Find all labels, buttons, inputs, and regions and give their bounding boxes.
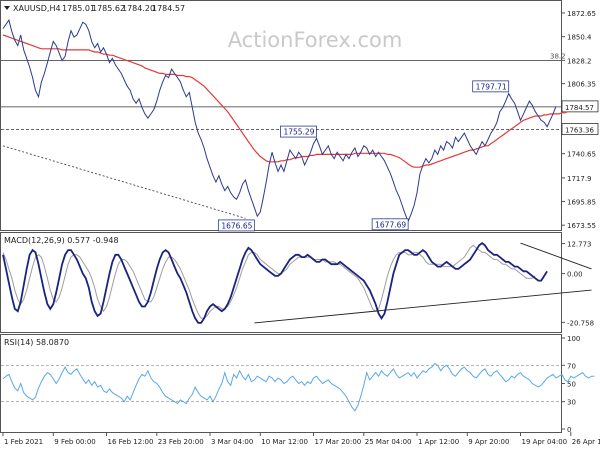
rsi-series xyxy=(1,362,595,412)
price-annotation-label: 1755.29 xyxy=(283,128,314,137)
last-price-label: 1784.57 xyxy=(565,104,594,112)
rsi-label: RSI(14) 58.0870 xyxy=(4,338,69,347)
x-tick-label: 9 Apr 20:00 xyxy=(468,438,509,446)
x-tick-label: 19 Apr 04:00 xyxy=(522,438,568,446)
rsi-tick-label: 50 xyxy=(567,381,576,389)
price-annotation-label: 1797.71 xyxy=(476,82,507,91)
price-tick-label: 1850.4 xyxy=(567,34,592,42)
x-tick-label: 9 Feb 00:00 xyxy=(54,438,95,446)
price-tick-label: 1673.55 xyxy=(567,222,596,230)
x-tick-label: 1 Feb 2021 xyxy=(4,438,43,446)
macd-tick-label: 12.773 xyxy=(567,241,592,249)
x-tick-label: 3 Mar 04:00 xyxy=(211,438,253,446)
macd-panel xyxy=(0,232,562,333)
price-annotations: 1676.65 1755.29 1677.69 1797.71 xyxy=(217,80,510,232)
price-annotation-box xyxy=(280,125,317,138)
dropdown-triangle-icon[interactable] xyxy=(4,6,10,10)
watermark: ActionForex.com xyxy=(228,28,403,52)
x-tick-label: 1 Apr 12:00 xyxy=(418,438,459,446)
symbol-label: XAUUSD,H4 xyxy=(13,4,61,13)
x-tick-label: 25 Mar 04:00 xyxy=(365,438,412,446)
price-annotation-box xyxy=(217,219,255,232)
rsi-line xyxy=(2,362,595,412)
price-tick-label: 1717.9 xyxy=(567,175,592,183)
x-tick-label: 26 Apr 12:00 xyxy=(572,438,600,446)
macd-trendline xyxy=(254,289,592,324)
macd-tick-label: -20.758 xyxy=(567,319,594,327)
macd-label: MACD(12,26,9) 0.577 -0.948 xyxy=(4,236,119,245)
ohlc-open: 1785.01 xyxy=(62,4,95,13)
x-tick-label: 17 Mar 20:00 xyxy=(315,438,362,446)
rsi-tick-label: 30 xyxy=(567,399,576,407)
x-tick-label: 23 Feb 20:00 xyxy=(158,438,204,446)
macd-series xyxy=(2,241,548,324)
macd-tick-label: 0.00 xyxy=(567,271,583,279)
macd-trendlines xyxy=(254,242,592,324)
macd-trendline xyxy=(520,242,592,270)
ohlc-high: 1785.62 xyxy=(92,4,125,13)
x-tick-label: 10 Mar 12:00 xyxy=(261,438,308,446)
x-tick-label: 16 Feb 12:00 xyxy=(108,438,154,446)
price-y-axis: 1872.651850.41828.21806.351784.11762.917… xyxy=(561,10,596,230)
price-annotation-label: 1677.69 xyxy=(375,220,406,229)
level-price-box xyxy=(561,123,599,135)
price-series xyxy=(2,18,569,223)
level-price-label: 1763.36 xyxy=(565,126,594,134)
macd-line xyxy=(2,241,548,324)
price-tick-label: 1806.35 xyxy=(567,81,596,89)
fibonacci-level-label: 38.2 xyxy=(550,52,566,60)
rsi-y-axis: 100 70 50 30 0 xyxy=(561,335,580,434)
last-price-box xyxy=(561,100,599,113)
price-annotation-box xyxy=(371,218,409,231)
price-annotation-box xyxy=(472,80,510,93)
time-x-axis: 1 Feb 2021 9 Feb 00:00 16 Feb 12:00 23 Feb … xyxy=(2,432,600,446)
price-line xyxy=(2,18,557,223)
price-tick-label: 1740.65 xyxy=(567,151,596,159)
price-tick-label: 1828.2 xyxy=(567,57,592,65)
macd-y-axis: 12.773 0.00 -20.758 xyxy=(561,241,594,327)
ohlc-close: 1784.57 xyxy=(152,4,185,13)
price-annotation-label: 1676.65 xyxy=(221,221,252,230)
rsi-panel xyxy=(0,334,562,433)
price-tick-label: 1872.65 xyxy=(567,10,596,18)
price-panel xyxy=(0,0,562,231)
rsi-tick-label: 0 xyxy=(567,426,571,434)
rsi-tick-label: 70 xyxy=(567,362,576,370)
moving-average-line xyxy=(2,34,569,168)
rsi-tick-label: 100 xyxy=(567,335,580,343)
price-tick-label: 1695.85 xyxy=(567,198,596,206)
symbol-header: XAUUSD,H4 1785.01 1785.62 1784.20 1784.5… xyxy=(4,4,185,13)
ohlc-low: 1784.20 xyxy=(122,4,155,13)
macd-signal-line xyxy=(2,244,536,319)
